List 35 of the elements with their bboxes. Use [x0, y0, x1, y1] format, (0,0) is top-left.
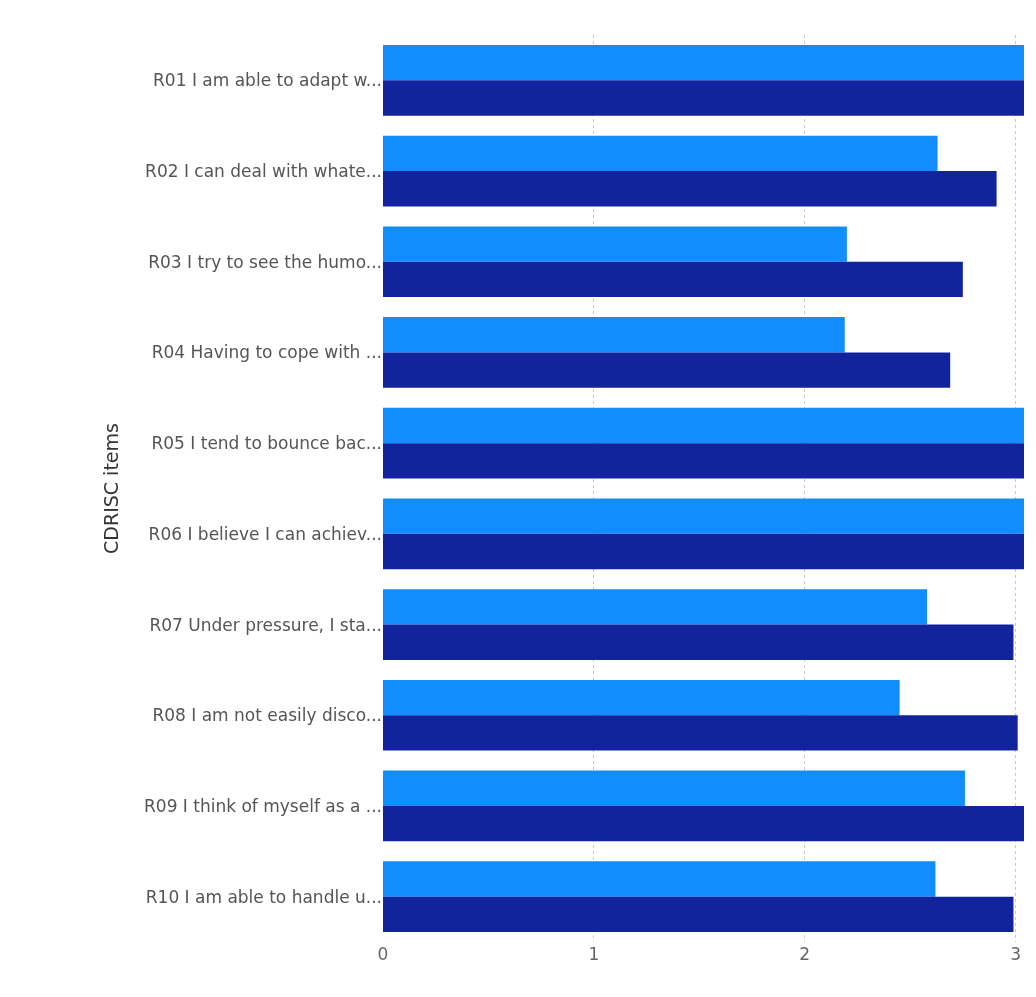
y-tick-label: R01 I am able to adapt w...	[153, 70, 382, 91]
y-axis-title: CDRISC items	[99, 423, 122, 554]
bar	[383, 861, 936, 897]
y-tick-label: R06 I believe I can achiev...	[148, 523, 382, 544]
bar	[383, 715, 1018, 751]
y-tick-label: R08 I am not easily disco...	[152, 705, 382, 726]
bar	[383, 896, 1014, 933]
bar	[383, 443, 1024, 479]
bar	[383, 770, 965, 806]
bar	[383, 317, 845, 353]
y-tick-label: R04 Having to cope with ...	[151, 342, 382, 363]
bar	[383, 261, 963, 298]
bar	[383, 498, 1024, 534]
bar	[383, 135, 938, 172]
bar	[383, 44, 1024, 81]
y-tick-label: R10 I am able to handle u...	[145, 886, 382, 907]
x-tick-label: 1	[588, 944, 600, 964]
y-tick-label: R03 I try to see the humo...	[148, 251, 382, 272]
y-tick-label: R09 I think of myself as a ...	[144, 795, 382, 816]
bar	[383, 226, 847, 262]
bar	[383, 679, 900, 716]
bar	[383, 407, 1024, 444]
bar	[383, 589, 928, 625]
y-tick-label: R02 I can deal with whate...	[145, 161, 382, 181]
y-tick-label: R07 Under pressure, I sta...	[149, 614, 382, 635]
bar	[383, 171, 997, 207]
y-tick-label: R05 I tend to bounce bac...	[151, 433, 382, 454]
x-tick-label: 0	[377, 944, 389, 964]
bar	[383, 624, 1014, 660]
bar	[383, 80, 1024, 116]
x-tick-label: 2	[799, 944, 811, 964]
bar	[383, 533, 1024, 570]
x-tick-label: 3	[1010, 944, 1021, 964]
bar	[383, 805, 1024, 842]
bar	[383, 352, 951, 388]
